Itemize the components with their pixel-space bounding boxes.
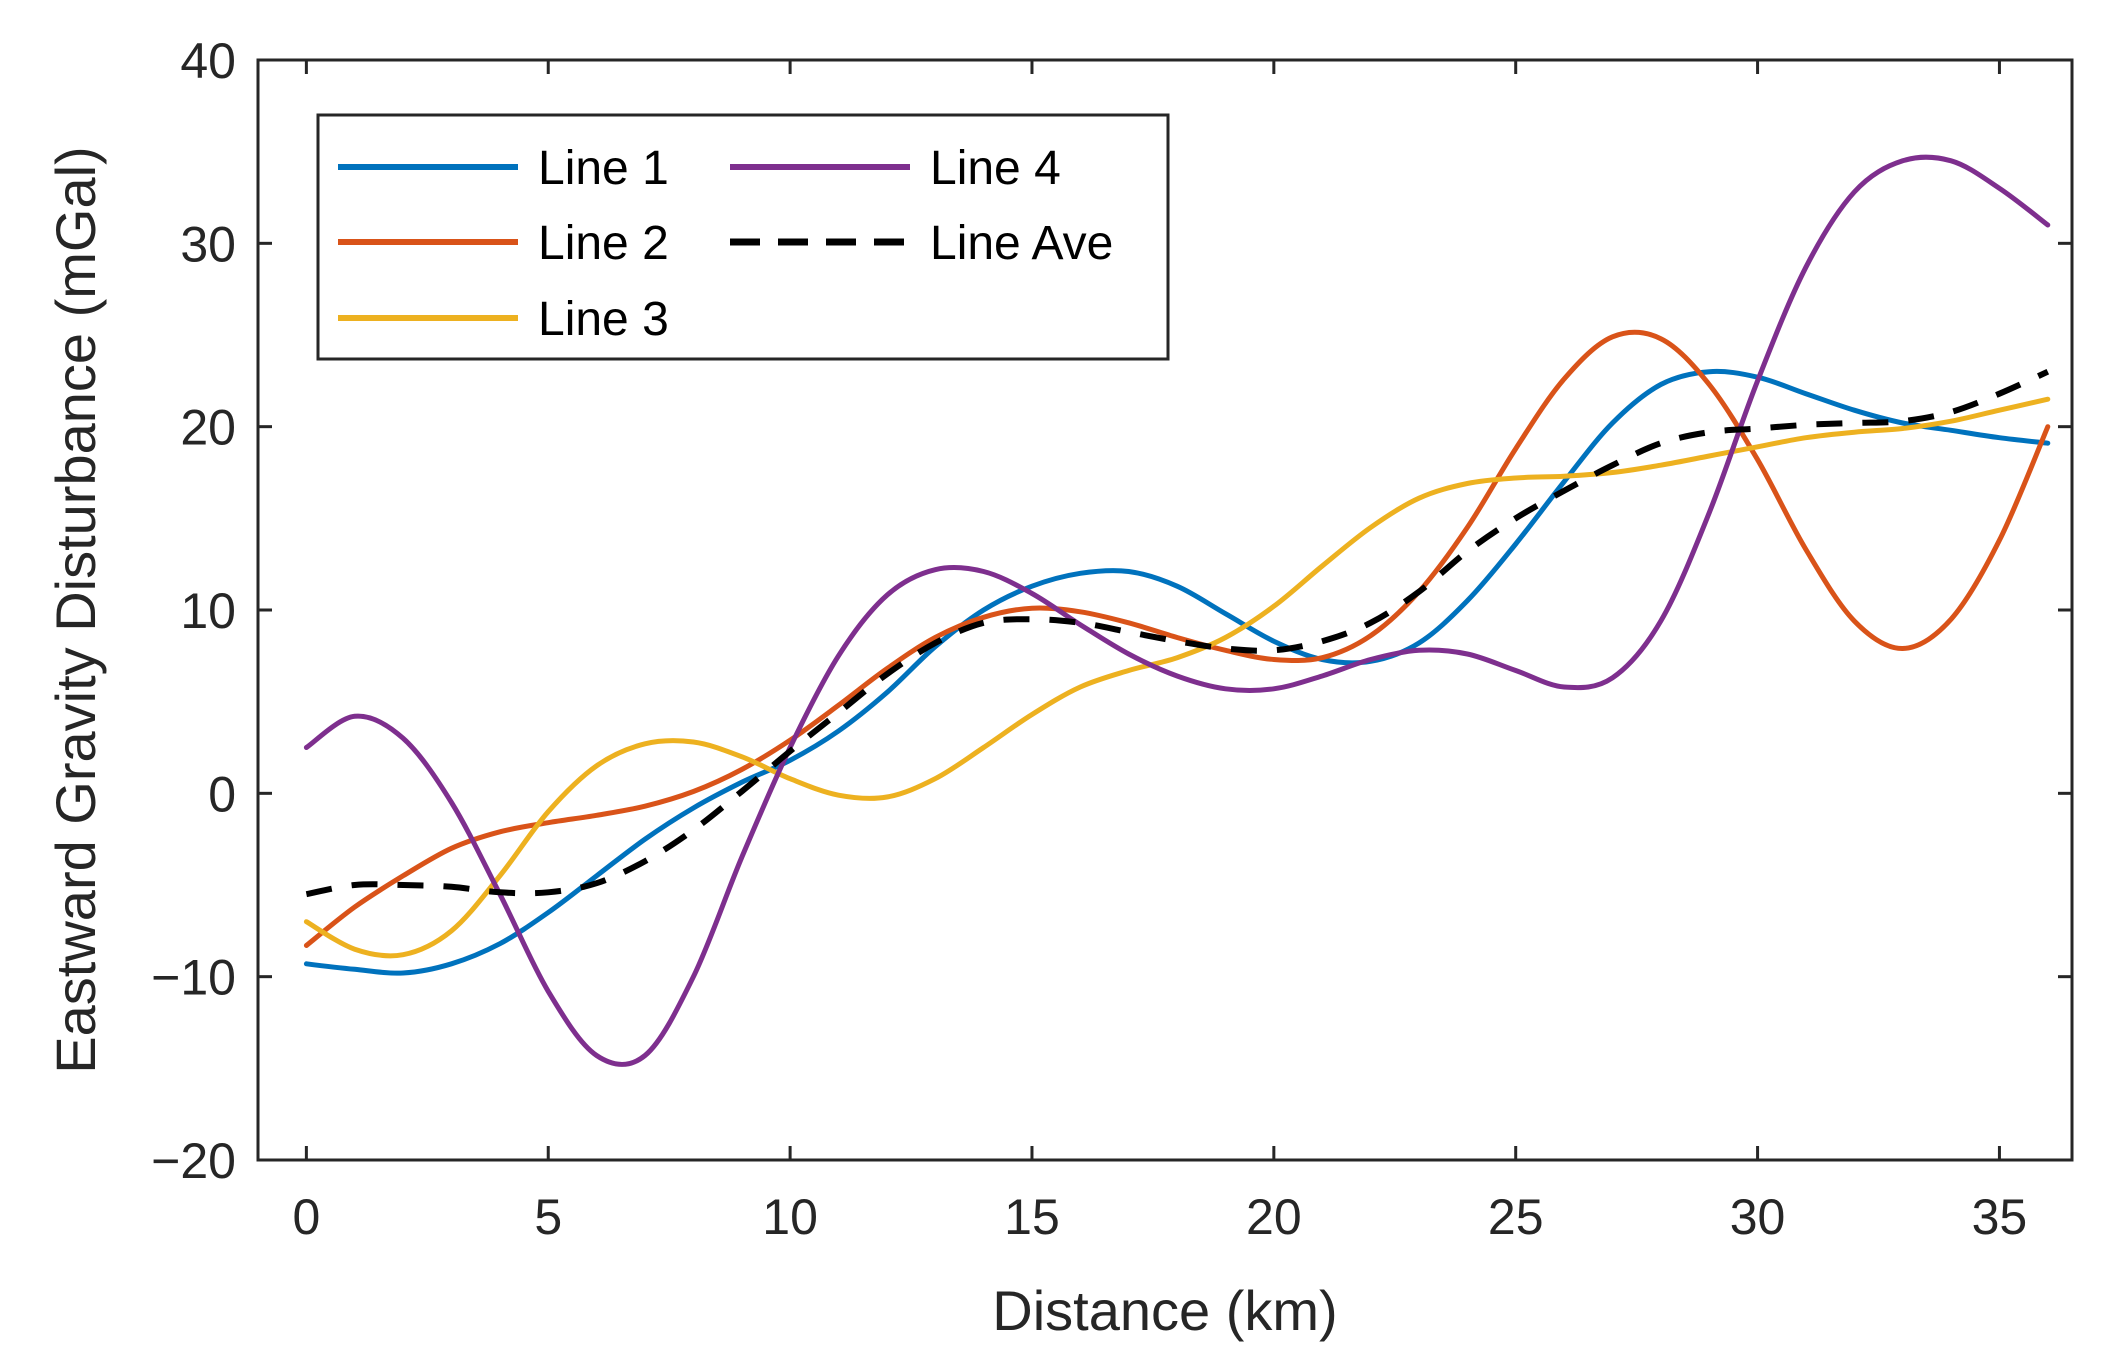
x-tick-label: 5 (534, 1189, 562, 1245)
y-tick-label: 30 (180, 216, 236, 272)
x-tick-label: 15 (1004, 1189, 1060, 1245)
axes: 0 5 10 15 20 25 30 35 −20 −10 0 10 20 30 40 (151, 33, 2074, 1245)
series-line-4 (303, 154, 2051, 1067)
y-tick-label: −20 (151, 1133, 236, 1189)
series-line-1 (303, 368, 2051, 976)
y-tick-label: 40 (180, 33, 236, 89)
plot-area (303, 154, 2051, 1067)
legend-label-line-1: Line 1 (538, 142, 669, 195)
x-tick-label: 10 (762, 1189, 818, 1245)
x-tick-label: 0 (292, 1189, 320, 1245)
x-axis-title: Distance (km) (992, 1279, 1337, 1342)
legend-label-line-ave: Line Ave (930, 217, 1113, 270)
y-tick-label: 20 (180, 400, 236, 456)
y-tick-label: 10 (180, 583, 236, 639)
y-tick-label: −10 (151, 950, 236, 1006)
legend-label-line-2: Line 2 (538, 217, 669, 270)
x-tick-label: 35 (1972, 1189, 2028, 1245)
series-line-ave (305, 368, 2050, 898)
y-axis-title: Eastward Gravity Disturbance (mGal) (44, 146, 107, 1073)
x-tick-label: 25 (1488, 1189, 1544, 1245)
legend-label-line-3: Line 3 (538, 293, 669, 346)
legend-label-line-4: Line 4 (930, 142, 1061, 195)
y-tick-label: 0 (208, 766, 236, 822)
x-tick-label: 30 (1730, 1189, 1786, 1245)
series-line-2 (303, 329, 2051, 948)
legend: Line 1 Line 2 Line 3 Line 4 Line Ave (316, 113, 1170, 361)
series-line-3 (303, 396, 2051, 959)
x-tick-label: 20 (1246, 1189, 1302, 1245)
